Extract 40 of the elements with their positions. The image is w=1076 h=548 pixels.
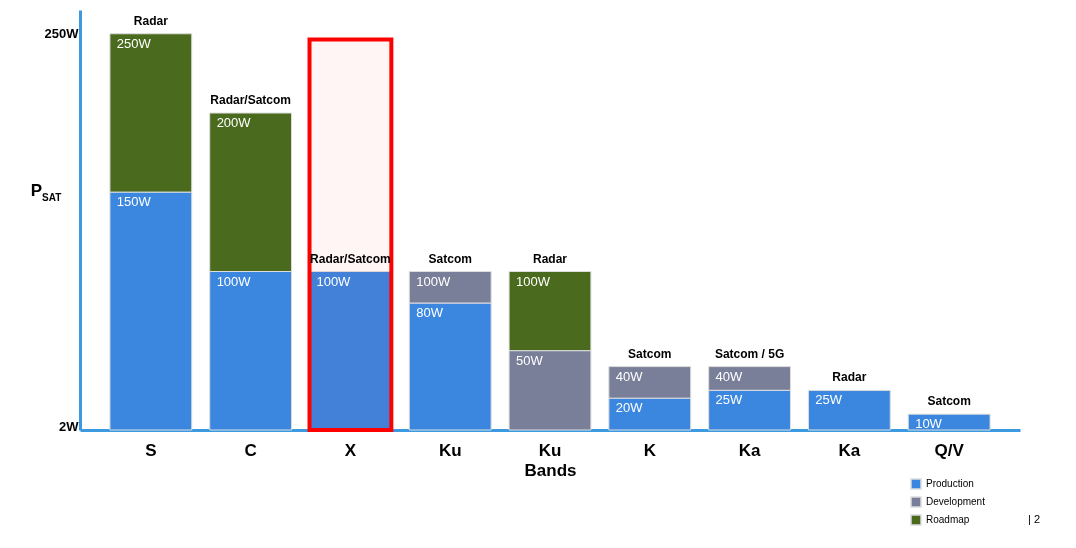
legend-label: Production bbox=[926, 478, 974, 489]
x-tick-label: Ka bbox=[738, 440, 761, 460]
x-tick-label: Q/V bbox=[934, 440, 965, 460]
y-tick-label: 2W bbox=[59, 419, 80, 435]
annotation: 50W bbox=[516, 352, 544, 368]
annotation: 20W bbox=[615, 400, 644, 416]
x-tick-label: Ku bbox=[538, 440, 562, 460]
annotation: 100W bbox=[216, 273, 252, 289]
x-tick-label: K bbox=[643, 440, 657, 460]
bar bbox=[807, 389, 891, 431]
annotation: 100W bbox=[416, 273, 451, 289]
annotation: Satcom bbox=[428, 251, 472, 266]
annotation: 25W bbox=[715, 392, 744, 408]
annotation: 25W bbox=[815, 392, 843, 408]
annotation: 250W bbox=[116, 35, 152, 51]
bar bbox=[907, 413, 991, 431]
x-tick-label: C bbox=[244, 440, 257, 460]
x-tick-label: Ku bbox=[438, 440, 462, 460]
annotation: 80W bbox=[416, 305, 444, 321]
annotation: Radar bbox=[532, 251, 568, 266]
annotation: 10W bbox=[915, 416, 943, 432]
annotation: 150W bbox=[116, 194, 152, 210]
annotation: Radar bbox=[133, 13, 169, 28]
legend-label: Roadmap bbox=[926, 514, 970, 525]
annotation: 200W bbox=[216, 115, 252, 131]
annotation: 40W bbox=[715, 368, 744, 384]
annotation: 100W bbox=[316, 273, 352, 289]
x-tick-label: X bbox=[344, 440, 357, 460]
annotation: Satcom bbox=[628, 346, 672, 361]
annotation: Satcom bbox=[927, 394, 971, 409]
annotation: 100W bbox=[516, 273, 551, 289]
annotation: 40W bbox=[615, 368, 644, 384]
x-tick-label: Ka bbox=[838, 440, 861, 460]
text: | 2 bbox=[1027, 513, 1040, 525]
annotation: Satcom / 5G bbox=[714, 346, 785, 361]
annotation: Radar bbox=[832, 370, 867, 385]
legend-label: Development bbox=[926, 496, 986, 507]
annotation: Radar/Satcom bbox=[210, 93, 291, 108]
x-axis-title: Bands bbox=[524, 460, 577, 480]
x-tick-label: S bbox=[145, 440, 157, 460]
